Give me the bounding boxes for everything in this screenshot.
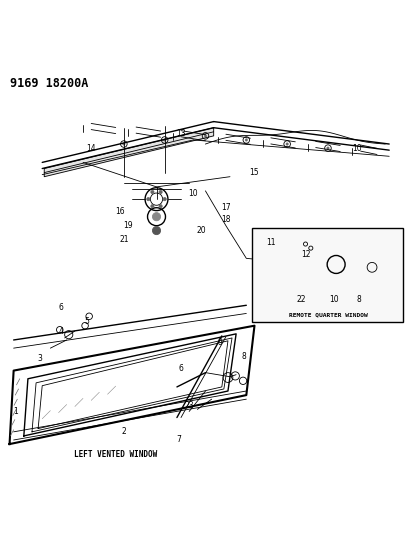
Circle shape — [163, 198, 166, 201]
Circle shape — [122, 143, 125, 146]
Text: 17: 17 — [221, 203, 231, 212]
Text: 3: 3 — [38, 354, 43, 363]
Text: 10: 10 — [329, 295, 339, 304]
Circle shape — [159, 190, 162, 193]
Text: 13: 13 — [176, 130, 186, 139]
Circle shape — [204, 135, 207, 137]
Bar — [252, 228, 404, 321]
Text: 23: 23 — [185, 401, 194, 410]
Text: 21: 21 — [119, 236, 129, 245]
Text: 22: 22 — [297, 295, 306, 304]
Text: 10: 10 — [188, 189, 198, 198]
Text: 6: 6 — [178, 364, 183, 373]
Text: 4: 4 — [58, 327, 63, 336]
Circle shape — [147, 198, 150, 201]
Circle shape — [159, 205, 162, 208]
Text: REMOTE QUARTER WINDOW: REMOTE QUARTER WINDOW — [289, 312, 367, 318]
Polygon shape — [44, 128, 214, 177]
Text: 9169 18200A: 9169 18200A — [9, 77, 88, 90]
Circle shape — [151, 190, 154, 193]
Text: 5: 5 — [85, 317, 90, 326]
Text: 8: 8 — [356, 295, 361, 304]
Text: 9: 9 — [217, 337, 222, 346]
Text: 1: 1 — [13, 407, 18, 416]
Circle shape — [327, 147, 329, 149]
Text: 2: 2 — [122, 427, 126, 437]
Text: 11: 11 — [266, 238, 275, 246]
Circle shape — [152, 227, 161, 235]
Text: 15: 15 — [249, 168, 259, 177]
Text: 18: 18 — [221, 215, 231, 224]
Text: 8: 8 — [242, 352, 247, 361]
Text: 7: 7 — [177, 435, 181, 445]
Text: 10: 10 — [352, 143, 361, 152]
Circle shape — [151, 205, 154, 208]
Circle shape — [286, 143, 289, 146]
Text: 6: 6 — [58, 303, 63, 312]
Text: 14: 14 — [86, 143, 96, 152]
Text: 19: 19 — [123, 221, 133, 230]
Text: LEFT VENTED WINDOW: LEFT VENTED WINDOW — [74, 450, 157, 459]
Circle shape — [152, 213, 161, 221]
Circle shape — [164, 139, 166, 141]
Text: 12: 12 — [301, 250, 310, 259]
Text: 20: 20 — [196, 226, 206, 235]
Text: 16: 16 — [115, 207, 125, 216]
Circle shape — [245, 139, 247, 141]
